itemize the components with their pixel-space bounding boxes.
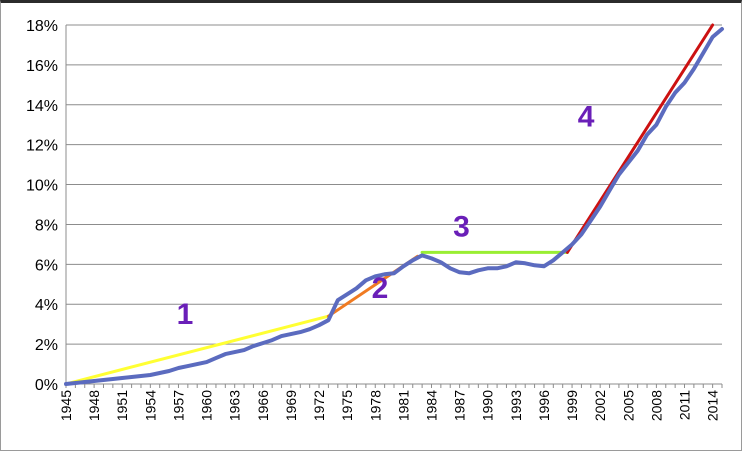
x-tick-label: 1981	[395, 390, 411, 421]
phase-label-4: 4	[578, 101, 595, 134]
x-tick-label: 1960	[199, 390, 215, 421]
y-tick-labels: 0% 2% 4% 6% 8% 10% 12% 14% 16% 18%	[26, 18, 58, 394]
y-tick-label: 0%	[35, 377, 58, 394]
x-tick-label: 2011	[677, 390, 693, 420]
axes	[65, 25, 723, 388]
x-tick-label: 1951	[114, 390, 130, 421]
x-tick-labels: 1945 1948 1951 1954 1957 1960 1963 1966 1969 1972…	[58, 390, 721, 421]
x-tick-label: 1954	[142, 390, 158, 421]
y-tick-label: 4%	[35, 297, 58, 314]
phase-label-3: 3	[453, 210, 470, 243]
phase-labels: 1 2 3 4	[177, 101, 595, 331]
y-tick-label: 2%	[35, 337, 58, 354]
y-tick-label: 16%	[26, 58, 58, 75]
grid-lines	[66, 24, 722, 345]
x-tick-label: 1966	[255, 390, 271, 421]
phase-label-1: 1	[177, 298, 194, 331]
x-tick-label: 1957	[170, 390, 186, 421]
x-tick-label: 1948	[86, 390, 102, 421]
trend-line-4	[565, 23, 715, 254]
y-tick-label: 12%	[26, 138, 58, 155]
y-tick-label: 14%	[26, 98, 58, 115]
phase-label-2: 2	[372, 272, 389, 305]
x-tick-label: 1990	[480, 390, 496, 421]
x-tick-label: 1975	[339, 390, 355, 421]
y-tick-label: 18%	[26, 18, 58, 35]
x-tick-label: 1945	[58, 390, 74, 421]
x-tick-label: 1972	[311, 390, 327, 421]
x-tick-label: 1969	[283, 390, 299, 421]
series-line-0	[64, 27, 724, 386]
y-tick-label: 10%	[26, 178, 58, 195]
series-lines	[64, 27, 724, 386]
x-tick-label: 1999	[564, 390, 580, 421]
x-tick-label: 1984	[423, 390, 439, 421]
x-tick-label: 1993	[508, 390, 524, 421]
y-tick-label: 8%	[35, 217, 58, 234]
x-tick-label: 1996	[536, 390, 552, 421]
trend-line-1	[64, 314, 330, 386]
x-tick-label: 1963	[227, 390, 243, 421]
trend-lines	[64, 23, 715, 386]
x-tick-label: 1978	[367, 390, 383, 421]
x-tick-label: 2008	[648, 390, 664, 421]
x-tick-label: 2005	[620, 390, 636, 421]
x-tick-label: 2014	[705, 390, 721, 421]
x-tick-label: 1987	[452, 390, 468, 421]
y-tick-label: 6%	[35, 257, 58, 274]
x-tick-label: 2002	[592, 390, 608, 421]
